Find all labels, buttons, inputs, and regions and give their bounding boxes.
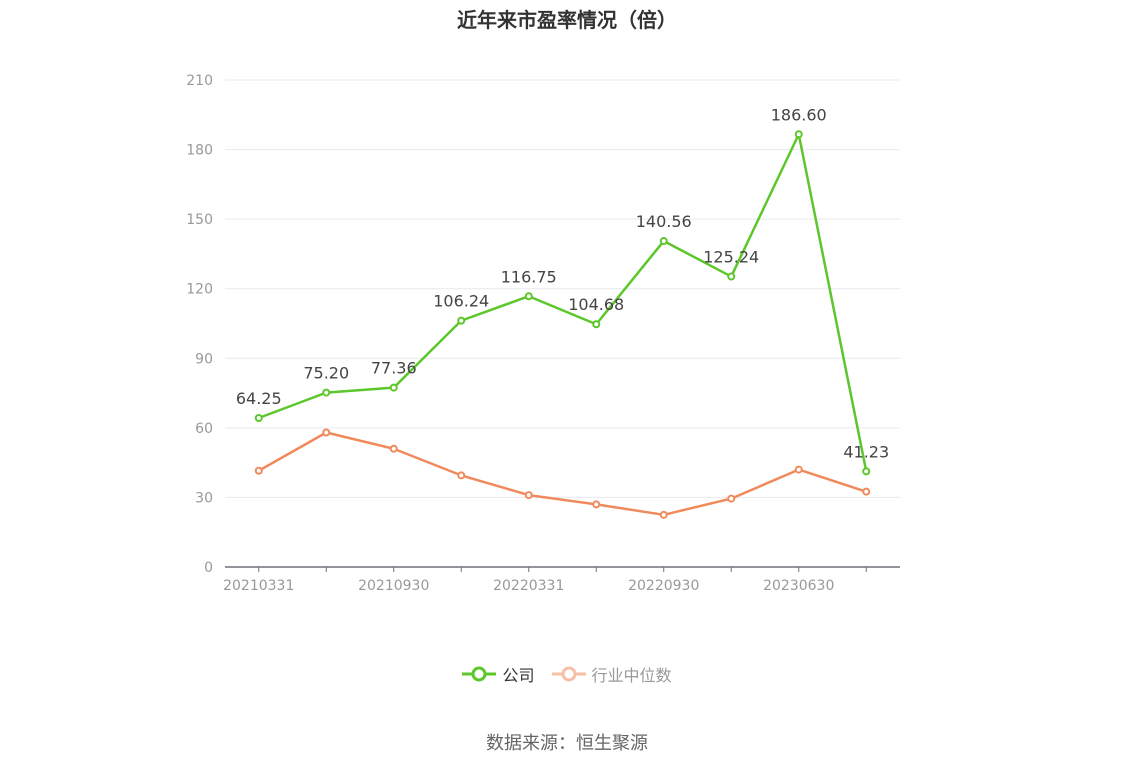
data-point-1	[254, 466, 263, 475]
legend-item-company[interactable]: 公司	[462, 662, 534, 686]
data-point-1	[592, 500, 601, 509]
legend-item-industry[interactable]: 行业中位数	[551, 662, 672, 686]
data-label: 125.24	[703, 248, 759, 267]
x-tick-label: 20220331	[493, 578, 564, 594]
y-tick-label: 210	[186, 73, 213, 89]
legend-company-label: 公司	[502, 666, 535, 685]
legend: 公司 行业中位数	[0, 662, 1134, 686]
data-point-0	[659, 237, 668, 246]
legend-company-icon	[462, 666, 497, 682]
legend-industry-icon	[551, 666, 586, 682]
data-point-0	[727, 272, 736, 281]
data-label: 106.24	[433, 292, 489, 311]
data-point-0	[592, 320, 601, 329]
legend-industry-label: 行业中位数	[591, 666, 672, 685]
x-tick-label: 20230630	[763, 578, 834, 594]
y-tick-label: 0	[204, 560, 213, 576]
series-layer	[254, 130, 871, 519]
data-point-1	[659, 510, 668, 519]
series-line-1	[258, 431, 867, 517]
data-point-0	[862, 467, 871, 476]
y-tick-label: 90	[195, 351, 213, 367]
data-point-0	[254, 414, 263, 423]
series-line-0	[258, 133, 868, 472]
line-chart: 0 30 60 90 120 150 180 210 20210331 20210930 2022…	[186, 73, 900, 594]
data-point-1	[727, 494, 736, 503]
data-label: 64.25	[236, 389, 282, 408]
data-label: 41.23	[843, 442, 889, 461]
source-note: 数据来源：恒生聚源	[486, 733, 648, 754]
x-tick-label: 20210331	[223, 578, 294, 594]
y-tick-label: 150	[186, 212, 213, 228]
data-point-1	[862, 487, 871, 496]
data-point-0	[524, 292, 533, 301]
data-point-1	[524, 491, 533, 500]
y-tick-label: 120	[186, 282, 213, 298]
data-point-1	[457, 471, 466, 480]
x-tick-label: 20220930	[628, 578, 699, 594]
data-point-1	[389, 444, 398, 453]
y-tick-label: 180	[186, 143, 213, 159]
y-axis-ticks: 0 30 60 90 120 150 180 210	[186, 73, 213, 576]
data-label: 104.68	[568, 295, 624, 314]
data-labels: 64.25 75.20 77.36 106.24 116.75 104.68 140.56 1…	[236, 105, 889, 461]
x-axis: 20210331 20210930 20220331 20220930 20230630	[223, 566, 900, 594]
chart-title: 近年来市盈率情况（倍）	[457, 8, 677, 32]
data-label: 75.20	[303, 364, 349, 383]
data-point-0	[794, 130, 803, 139]
data-point-0	[389, 383, 398, 392]
data-point-0	[322, 388, 331, 397]
x-tick-label: 20210930	[358, 578, 429, 594]
data-point-0	[457, 316, 466, 325]
y-tick-label: 60	[195, 421, 213, 437]
data-label: 140.56	[636, 212, 692, 231]
y-tick-label: 30	[195, 490, 213, 506]
data-label: 116.75	[501, 267, 557, 286]
gridlines	[225, 79, 900, 498]
data-label: 186.60	[771, 105, 827, 124]
data-label: 77.36	[371, 359, 417, 378]
data-point-1	[322, 428, 331, 437]
data-point-1	[794, 465, 803, 474]
